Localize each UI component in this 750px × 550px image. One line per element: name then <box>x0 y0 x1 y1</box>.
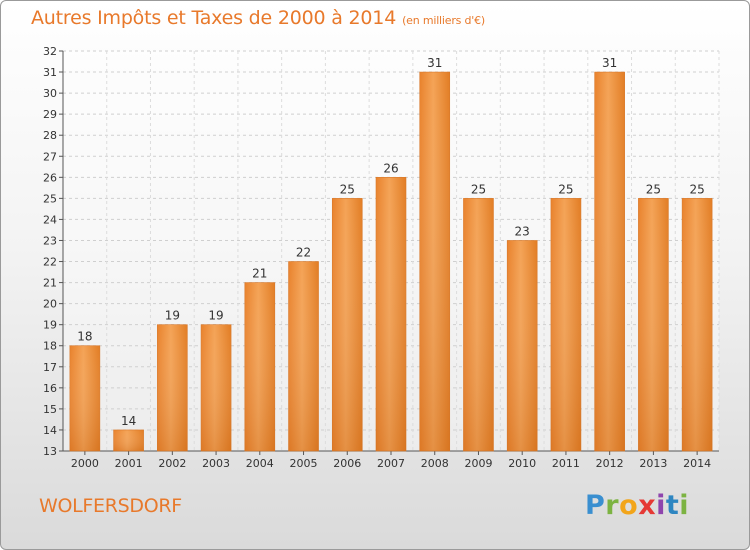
y-tick-label: 22 <box>43 256 57 269</box>
proxiti-logo: Proxiti <box>585 490 689 521</box>
y-tick-label: 16 <box>43 382 57 395</box>
bar-value-label: 14 <box>121 414 136 428</box>
location-name: WOLFERSDORF <box>39 495 182 517</box>
x-tick-label: 2005 <box>290 457 318 470</box>
bar-shade <box>69 345 100 451</box>
bar-value-label: 25 <box>646 182 661 196</box>
logo-letter: x <box>638 490 657 521</box>
bar-shade <box>376 177 406 451</box>
bar-shade <box>638 198 669 451</box>
y-tick-label: 19 <box>43 319 57 332</box>
x-tick-label: 2007 <box>377 457 405 470</box>
chart-title-text: Autres Impôts et Taxes de 2000 à 2014 <box>31 7 397 29</box>
bar-shade <box>550 198 581 451</box>
x-tick-label: 2010 <box>508 457 536 470</box>
x-tick-label: 2012 <box>596 457 624 470</box>
x-tick-label: 2014 <box>683 457 711 470</box>
y-tick-label: 17 <box>43 361 57 374</box>
y-tick-label: 18 <box>43 340 57 353</box>
x-tick-label: 2009 <box>464 457 492 470</box>
x-tick-label: 2008 <box>421 457 449 470</box>
bar-value-label: 26 <box>383 161 398 175</box>
y-tick-label: 29 <box>43 108 57 121</box>
y-tick-label: 25 <box>43 192 57 205</box>
x-tick-label: 2004 <box>246 457 274 470</box>
bar-shade <box>113 429 144 451</box>
bar-shade <box>288 261 319 451</box>
y-tick-label: 20 <box>43 298 57 311</box>
y-tick-label: 24 <box>43 213 57 226</box>
y-tick-label: 27 <box>43 150 57 163</box>
y-tick-label: 31 <box>43 66 57 79</box>
bar-value-label: 25 <box>471 182 486 196</box>
x-tick-label: 2000 <box>71 457 99 470</box>
x-tick-label: 2013 <box>639 457 667 470</box>
logo-letter: r <box>605 490 620 521</box>
logo-letter: o <box>619 490 639 521</box>
x-tick-label: 2006 <box>333 457 361 470</box>
logo-letter: t <box>665 490 680 521</box>
logo-letter: i <box>656 490 666 521</box>
y-tick-label: 14 <box>43 424 57 437</box>
x-tick-label: 2002 <box>158 457 186 470</box>
bar-value-label: 18 <box>77 330 92 344</box>
bar-layer: 18 14 19 19 21 22 25 26 31 25 23 25 31 25 25 <box>69 56 713 452</box>
bar-shade <box>594 72 625 451</box>
bar-value-label: 25 <box>558 182 573 196</box>
bar-value-label: 23 <box>515 224 530 238</box>
y-tick-label: 13 <box>43 445 57 458</box>
bar-shade <box>463 198 494 451</box>
bar-shade <box>157 324 188 451</box>
bar-value-label: 21 <box>252 267 267 281</box>
x-tick-label: 2003 <box>202 457 230 470</box>
y-tick-label: 26 <box>43 171 57 184</box>
chart-title: Autres Impôts et Taxes de 2000 à 2014 (en… <box>31 7 485 29</box>
bar-value-label: 31 <box>602 56 617 70</box>
bar-value-label: 31 <box>427 56 442 70</box>
bar-shade <box>201 324 232 451</box>
chart-subtitle: (en milliers d'€) <box>402 14 485 27</box>
y-tick-label: 15 <box>43 403 57 416</box>
x-tick-label: 2001 <box>115 457 143 470</box>
y-tick-label: 28 <box>43 129 57 142</box>
x-tick-label: 2011 <box>552 457 580 470</box>
bar-value-label: 19 <box>165 309 180 323</box>
bar-value-label: 19 <box>208 309 223 323</box>
bar-shade <box>244 282 275 451</box>
y-tick-label: 30 <box>43 87 57 100</box>
bar-value-label: 22 <box>296 246 311 260</box>
logo-letter: P <box>585 490 606 521</box>
bar-shade <box>507 240 538 451</box>
bar-shade <box>682 198 713 451</box>
axis-layer: 13 14 15 16 17 18 19 20 21 22 23 24 25 26 27 28 29 30 31 32… <box>43 45 719 470</box>
bar-shade <box>419 72 450 451</box>
y-tick-label: 21 <box>43 277 57 290</box>
bar-value-label: 25 <box>689 182 704 196</box>
logo-letter: i <box>679 490 690 521</box>
y-tick-label: 32 <box>43 45 57 58</box>
y-tick-label: 23 <box>43 234 57 247</box>
bar-shade <box>332 198 363 451</box>
bar-value-label: 25 <box>340 182 355 196</box>
